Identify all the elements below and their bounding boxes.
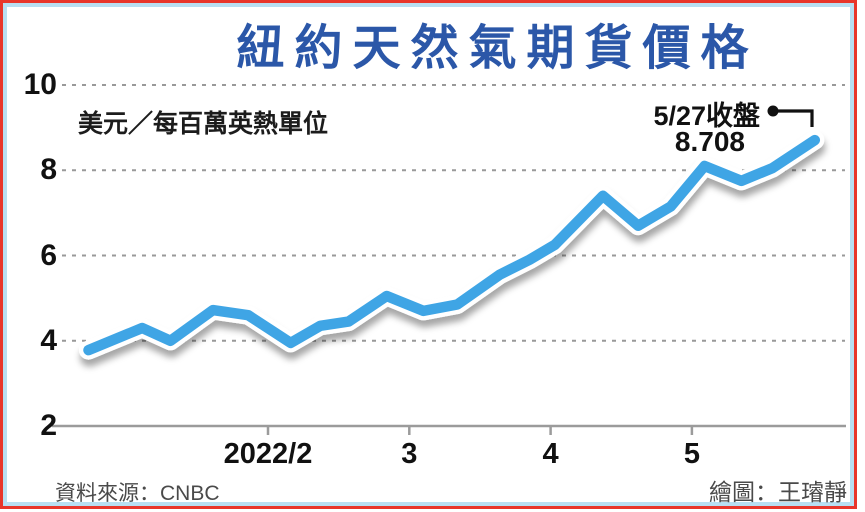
x-tick-label-5: 5 xyxy=(683,438,700,470)
y-tick-label-2: 2 xyxy=(40,409,57,442)
annotation-date-label: 5/27收盤 xyxy=(653,101,760,131)
y-tick-label-4: 4 xyxy=(40,323,57,357)
chart-title: 紐約天然氣期貨價格 xyxy=(236,22,759,75)
x-tick-label-3: 3 xyxy=(401,438,418,470)
annotation-value-label: 8.708 xyxy=(674,126,745,157)
y-axis-unit-label: 美元／每百萬英熱單位 xyxy=(78,110,329,138)
data-source-label: 資料來源：CNBC xyxy=(55,482,220,505)
callout-dot xyxy=(767,105,779,117)
price-line xyxy=(83,134,821,356)
callout-line xyxy=(773,109,814,127)
x-tick-label-4: 4 xyxy=(542,438,559,470)
illustrator-credit-label: 繪圖：王璿靜 xyxy=(709,479,847,505)
y-tick-label-8: 8 xyxy=(40,153,57,187)
y-tick-label-6: 6 xyxy=(40,238,57,272)
y-tick-label-10: 10 xyxy=(23,68,57,101)
x-tick-label-2022/2: 2022/2 xyxy=(223,438,313,470)
